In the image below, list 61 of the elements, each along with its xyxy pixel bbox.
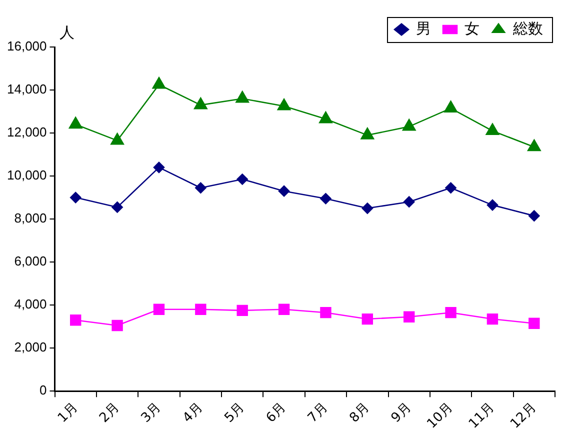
point <box>403 196 415 208</box>
x-tick-label: 6月 <box>264 400 290 426</box>
point <box>362 202 374 214</box>
point <box>360 128 374 140</box>
point <box>445 182 456 194</box>
y-axis-title: 人 <box>59 23 74 42</box>
point <box>152 76 166 89</box>
point <box>402 118 416 131</box>
point <box>236 174 248 185</box>
point <box>236 304 248 316</box>
x-tick-label: 4月 <box>180 400 206 426</box>
point <box>404 311 415 322</box>
point <box>528 210 540 222</box>
y-tick-label: 12,000 <box>6 124 47 140</box>
y-tick-label: 8,000 <box>14 210 47 226</box>
point <box>70 192 82 204</box>
x-tick-label: 8月 <box>346 400 373 426</box>
point <box>195 304 206 315</box>
x-tick-label: 11月 <box>466 400 498 432</box>
point <box>528 318 540 329</box>
point <box>110 132 124 145</box>
point <box>527 139 541 152</box>
point <box>444 100 458 112</box>
point <box>112 320 123 332</box>
point <box>195 182 206 194</box>
y-tick-label: 10,000 <box>6 168 47 183</box>
y-tick-label: 16,000 <box>6 38 47 54</box>
point <box>278 304 290 315</box>
point <box>236 90 250 103</box>
y-tick-label: 6,000 <box>14 254 47 269</box>
legend-label: 総数 <box>512 19 543 38</box>
x-tick-label: 3月 <box>138 400 164 426</box>
y-tick-label: 4,000 <box>14 296 47 312</box>
point <box>153 304 165 315</box>
x-tick-label: 2月 <box>96 400 123 426</box>
legend-label: 男 <box>416 19 431 38</box>
x-tick-label: 7月 <box>305 400 331 426</box>
y-tick-label: 14,000 <box>6 82 47 97</box>
point <box>153 162 165 174</box>
x-tick-label: 1月 <box>55 400 81 426</box>
y-tick-label: 0 <box>40 382 47 398</box>
point <box>319 111 332 124</box>
x-tick-label: 9月 <box>388 400 414 426</box>
point <box>278 185 290 197</box>
point <box>68 116 82 129</box>
point <box>486 199 498 211</box>
point <box>362 313 374 325</box>
legend-label: 女 <box>464 19 480 38</box>
point <box>445 306 456 318</box>
point <box>112 202 123 213</box>
point <box>194 97 208 110</box>
y-tick-label: 2,000 <box>14 340 47 355</box>
x-tick-label: 12月 <box>508 400 540 432</box>
point <box>70 314 82 326</box>
point <box>486 313 498 325</box>
point <box>320 306 332 318</box>
x-tick-label: 10月 <box>424 400 456 432</box>
point <box>486 123 500 136</box>
point <box>320 192 332 204</box>
point <box>277 98 291 110</box>
x-tick-label: 5月 <box>222 400 248 426</box>
